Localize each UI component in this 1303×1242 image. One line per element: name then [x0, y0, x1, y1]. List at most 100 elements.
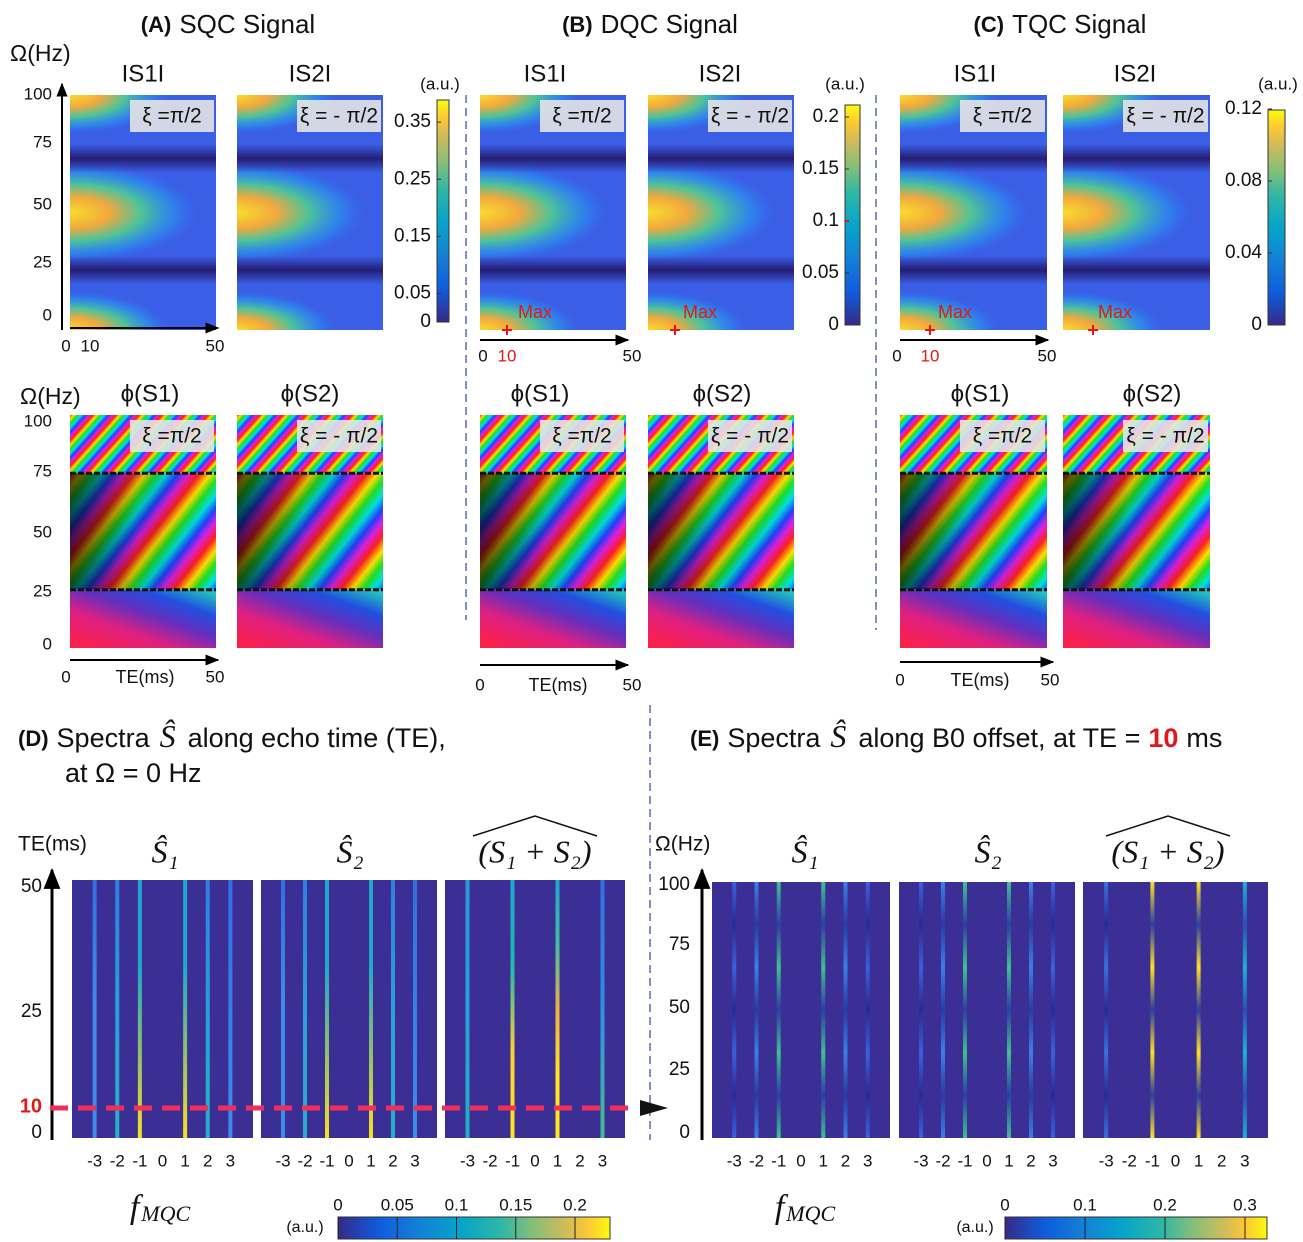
xi-label: ξ =π/2	[552, 425, 612, 448]
map	[237, 95, 383, 330]
map-lobe	[237, 290, 340, 330]
colorbar-tick-label: 0.1	[813, 210, 839, 231]
colorbar-tick-label: 0.15	[394, 225, 431, 246]
xi-box	[960, 100, 1045, 132]
f-tick-label: 0	[530, 1151, 539, 1170]
colorbar-tick-label: 0.1	[445, 1195, 469, 1214]
spectrum-line	[1242, 882, 1247, 1138]
x-tick-label: 50	[206, 336, 225, 355]
map-band	[1063, 144, 1210, 173]
f-tick-label: 3	[863, 1151, 872, 1170]
xi-box	[297, 420, 381, 452]
y-tick-label: 0	[43, 305, 52, 324]
y-tick-label: 75	[33, 132, 52, 151]
f-tick-label: -1	[505, 1151, 520, 1170]
spectrum-line	[510, 880, 515, 1138]
map-band	[480, 144, 626, 173]
y-tick-label: 50	[21, 876, 42, 897]
f-tick-label: -3	[913, 1151, 928, 1170]
f-tick-label: -3	[460, 1151, 475, 1170]
colorbar-tick-label: 0.1	[1073, 1195, 1097, 1214]
spectrum-line	[1104, 882, 1109, 1138]
colorbar	[1267, 109, 1286, 326]
f-tick-label: -2	[482, 1151, 497, 1170]
map-bot	[900, 589, 1047, 648]
section-text: Spectra	[727, 723, 821, 753]
colorbar	[436, 99, 450, 323]
spectrum-line	[369, 880, 373, 1138]
colorbar	[844, 104, 861, 326]
xi-box	[540, 420, 624, 452]
spectrum-line	[303, 880, 307, 1138]
map-lobe	[480, 160, 612, 265]
y-axis-label: Ω(Hz)	[20, 383, 81, 409]
colorbar-tick-label: 0.05	[394, 282, 431, 303]
f-label-sub: MQC	[785, 1201, 835, 1226]
colorbar-unit: (a.u.)	[956, 1219, 993, 1236]
spectrum-line	[776, 882, 781, 1138]
colorbar-tick-label: 0.05	[381, 1195, 414, 1214]
colorbar-tick-label: 0.3	[1233, 1195, 1257, 1214]
x-tick-label: 50	[1041, 670, 1060, 689]
y-tick-label: 100	[24, 411, 52, 430]
max-marker	[670, 325, 680, 335]
spectrum-map	[712, 882, 890, 1138]
map-lobe	[480, 290, 583, 330]
max-marker	[925, 325, 935, 335]
map-band	[70, 255, 216, 285]
max-marker	[1088, 325, 1098, 335]
x-tick-label: 10	[498, 346, 517, 365]
x-tick-label: 10	[81, 336, 100, 355]
column-label: ϕ(S1)	[511, 380, 570, 407]
f-tick-label: -1	[319, 1151, 334, 1170]
xi-box	[1123, 100, 1208, 132]
section-rest: along B0 offset, at TE =	[858, 723, 1140, 753]
f-tick-label: 3	[410, 1151, 419, 1170]
spectrum-line	[1007, 882, 1011, 1138]
map-shade	[648, 473, 794, 590]
max-marker	[502, 325, 512, 335]
map-bot	[70, 589, 216, 648]
f-tick-label: 1	[1004, 1151, 1013, 1170]
y-axis-label: Ω(Hz)	[10, 40, 71, 66]
panel-label: (B)	[562, 12, 593, 37]
x-tick-label: 0	[478, 346, 487, 365]
hat	[472, 815, 598, 837]
section-unit: ms	[1186, 723, 1222, 753]
f-tick-label: 0	[796, 1151, 805, 1170]
section-te: 10	[1148, 723, 1178, 753]
f-tick-label: 1	[1194, 1151, 1203, 1170]
x-tick-label: 0	[892, 346, 901, 365]
f-tick-label: 3	[226, 1151, 235, 1170]
spectrum-line	[865, 882, 870, 1138]
spectrum-line	[555, 880, 560, 1138]
f-tick-label: -1	[957, 1151, 972, 1170]
column-label: IS2I	[289, 60, 332, 87]
x-tick-label: 0	[61, 336, 70, 355]
spectrum-map	[72, 880, 253, 1138]
colorbar-tick-label: 0	[828, 314, 839, 335]
column-label: Ŝ₁	[791, 833, 818, 869]
f-tick-label: 3	[598, 1151, 607, 1170]
f-tick-label: -1	[132, 1151, 147, 1170]
f-label: fMQC	[775, 1189, 836, 1226]
y-tick-label: 0	[679, 1122, 690, 1143]
y-axis-label: Ω(Hz)	[655, 833, 710, 856]
spectrum-line	[919, 882, 923, 1138]
spectrum-line	[1150, 882, 1155, 1138]
column-label: ϕ(S2)	[1123, 380, 1182, 407]
section-label: (D)	[18, 726, 49, 751]
xi-box	[708, 100, 792, 132]
column-label: ϕ(S1)	[951, 380, 1010, 407]
column-label: Ŝ₂	[974, 833, 1001, 869]
f-tick-label: 2	[1026, 1151, 1035, 1170]
f-tick-label: 1	[819, 1151, 828, 1170]
spectrum-map	[261, 880, 437, 1138]
spectrum-line	[754, 882, 759, 1138]
colorbar-tick-label: 0.08	[1225, 170, 1262, 191]
map-lobe	[1063, 160, 1196, 265]
colorbar-unit: (a.u.)	[286, 1219, 323, 1236]
map-band	[237, 144, 383, 173]
